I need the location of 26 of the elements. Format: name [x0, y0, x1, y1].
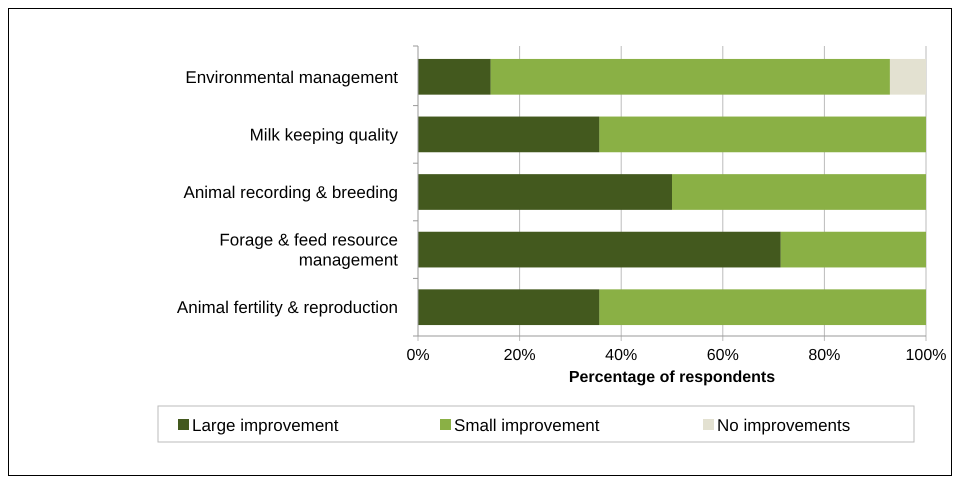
x-tick-label: 80% — [808, 347, 840, 364]
x-tick-label: 100% — [906, 347, 946, 364]
x-axis-title: Percentage of respondents — [568, 369, 776, 386]
x-tick-label: 40% — [605, 347, 638, 364]
bar — [418, 174, 672, 210]
bar — [490, 58, 890, 95]
y-tick-label: Milk keeping quality — [250, 125, 398, 144]
bar — [672, 174, 926, 210]
bar — [890, 58, 926, 95]
bar — [418, 116, 600, 152]
bar — [599, 289, 926, 326]
legend-label: Large improvement — [192, 416, 339, 435]
legend-label: Small improvement — [454, 416, 600, 435]
y-tick-label: Environmental management — [185, 68, 398, 87]
bar — [418, 58, 491, 95]
bar — [418, 232, 781, 268]
bar — [780, 232, 926, 268]
x-tick-label: 60% — [706, 347, 739, 364]
legend-label: No improvements — [717, 416, 850, 435]
bar — [599, 116, 926, 152]
bar — [418, 289, 600, 326]
x-tick-label: 0% — [406, 347, 430, 364]
y-tick-label: Animal recording & breeding — [183, 183, 398, 202]
y-tick-label: Forage & feed resource management — [219, 230, 398, 270]
x-tick-label: 20% — [504, 347, 536, 364]
y-tick-label: Animal fertility & reproduction — [176, 298, 398, 318]
